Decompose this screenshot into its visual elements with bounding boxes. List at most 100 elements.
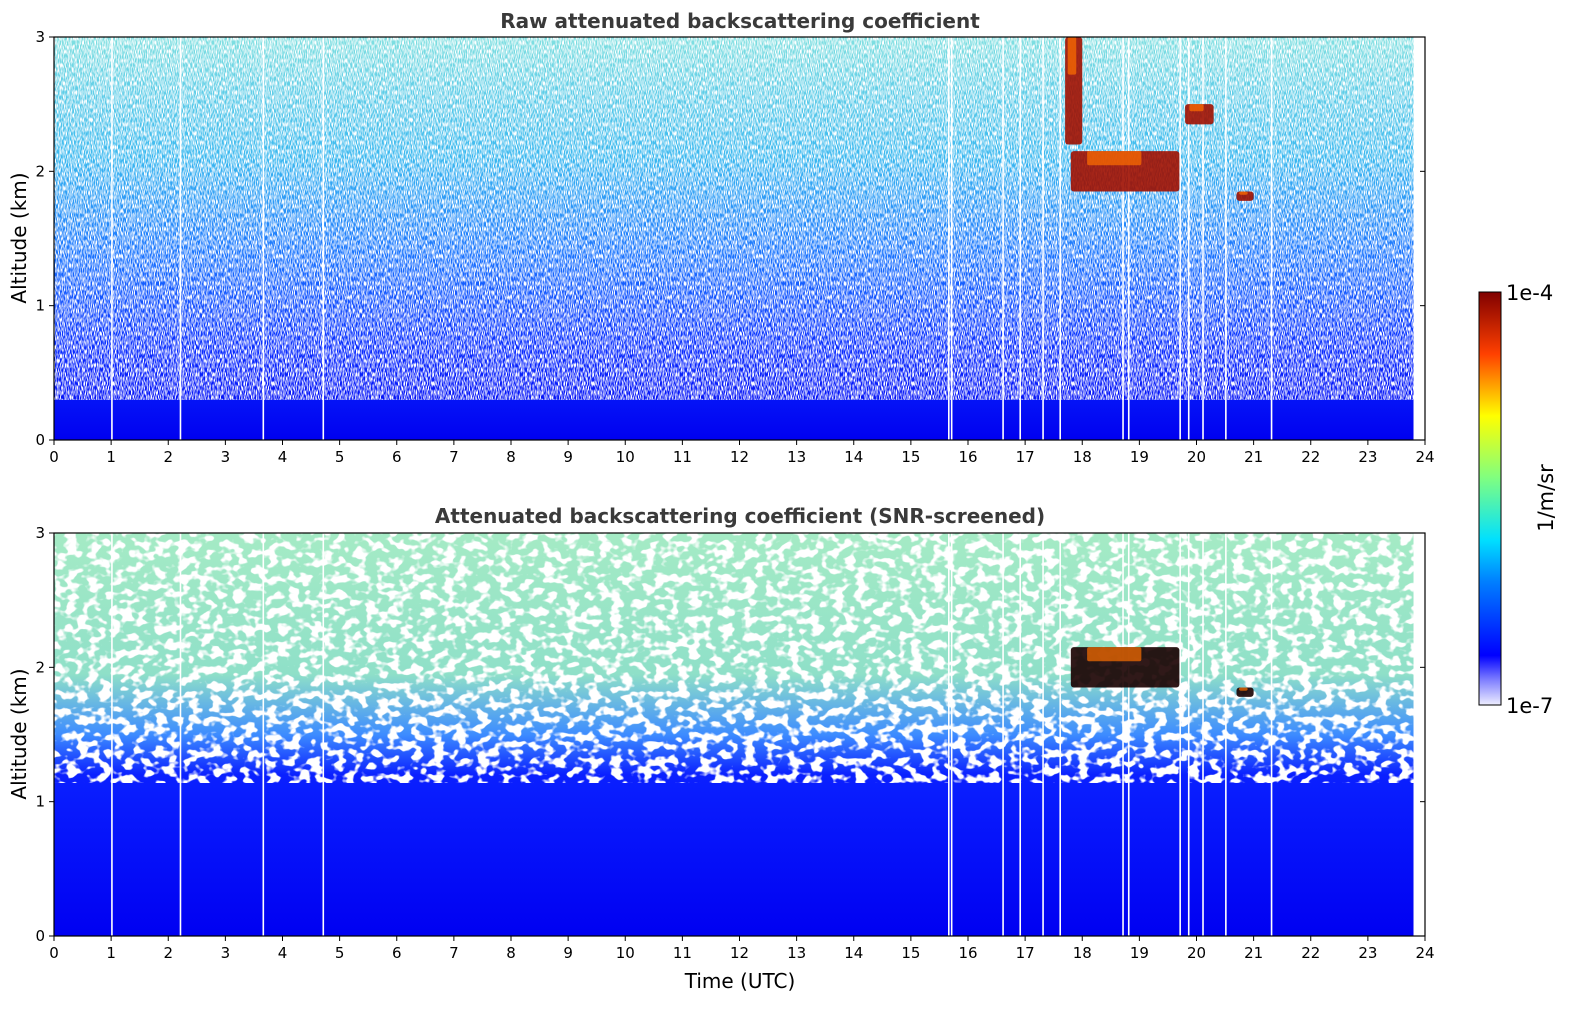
cloud-feature-core xyxy=(1087,647,1142,662)
colorbar-unit-label: 1/m/sr xyxy=(1534,464,1558,532)
x-tick-label: 14 xyxy=(844,944,863,962)
x-tick-label: 5 xyxy=(335,944,345,962)
x-tick-label: 21 xyxy=(1244,944,1263,962)
raw-backscatter-panel: Raw attenuated backscattering coefficien… xyxy=(7,9,1435,466)
raw-panel-title: Raw attenuated backscattering coefficien… xyxy=(500,9,980,33)
x-tick-label: 23 xyxy=(1358,944,1377,962)
x-tick-label: 1 xyxy=(106,944,116,962)
data-gap-streak xyxy=(1019,533,1022,936)
data-gap-streak xyxy=(179,37,182,440)
y-tick-label: 2 xyxy=(35,162,45,180)
data-gap-streak xyxy=(1270,37,1273,440)
x-tick-label: 24 xyxy=(1415,944,1434,962)
x-tick-label: 22 xyxy=(1301,944,1320,962)
colorbar-min-label: 1e-7 xyxy=(1506,694,1553,718)
x-tick-label: 23 xyxy=(1358,448,1377,466)
x-tick-label: 3 xyxy=(221,944,231,962)
screened-y-axis: 0 1 2 3 xyxy=(35,524,1425,945)
data-gap-streak xyxy=(1059,533,1061,936)
x-tick-label: 2 xyxy=(163,448,173,466)
data-gap-streak xyxy=(1179,37,1181,440)
cloud-feature-core xyxy=(1239,687,1248,691)
raw-y-axis-label: Altitude (km) xyxy=(7,172,31,303)
no-data-region xyxy=(1413,533,1425,936)
data-gap-streak xyxy=(1002,37,1004,440)
y-tick-label: 0 xyxy=(35,927,45,945)
x-tick-label: 4 xyxy=(278,944,288,962)
x-tick-label: 15 xyxy=(901,448,920,466)
data-gap-streak xyxy=(1270,533,1273,936)
x-tick-label: 17 xyxy=(1016,944,1035,962)
screened-y-axis-label: Altitude (km) xyxy=(7,668,31,799)
x-tick-label: 21 xyxy=(1244,448,1263,466)
data-gap-streak xyxy=(1202,533,1204,936)
data-gap-streak xyxy=(1127,533,1130,936)
screened-panel-title: Attenuated backscattering coefficient (S… xyxy=(435,504,1045,528)
x-tick-label: 13 xyxy=(787,944,806,962)
x-tick-label: 7 xyxy=(449,944,459,962)
colorbar-max-label: 1e-4 xyxy=(1506,281,1553,305)
data-gap-streak xyxy=(111,37,113,440)
raw-backscatter-heatmap xyxy=(54,37,1425,440)
heatmap-noise xyxy=(54,533,1414,783)
x-tick-label: 18 xyxy=(1073,944,1092,962)
data-gap-streak xyxy=(1127,37,1130,440)
data-gap-streak xyxy=(948,533,950,936)
colorbar-scale xyxy=(1478,291,1502,706)
screened-backscatter-panel: Attenuated backscattering coefficient (S… xyxy=(7,504,1435,993)
data-gap-streak xyxy=(322,37,325,440)
screened-backscatter-heatmap xyxy=(54,533,1425,936)
data-gap-streak xyxy=(1042,533,1044,936)
x-tick-label: 8 xyxy=(506,448,516,466)
data-gap-streak xyxy=(1187,37,1190,440)
data-gap-streak xyxy=(262,533,265,936)
y-tick-label: 1 xyxy=(35,297,45,315)
heatmap-noise xyxy=(54,37,1414,400)
x-tick-label: 12 xyxy=(730,944,749,962)
y-tick-label: 3 xyxy=(35,28,45,46)
x-tick-label: 11 xyxy=(673,944,692,962)
x-tick-label: 19 xyxy=(1130,448,1149,466)
x-tick-label: 0 xyxy=(49,944,59,962)
raw-x-axis: 0 1 2 3 4 5 6 7 8 9 10 11 12 13 14 15 16 17 18 19 20 21 22 23 24 xyxy=(49,440,1435,466)
data-gap-streak xyxy=(1179,533,1181,936)
data-gap-streak xyxy=(948,37,950,440)
x-tick-label: 7 xyxy=(449,448,459,466)
y-tick-label: 1 xyxy=(35,793,45,811)
time-axis-label: Time (UTC) xyxy=(684,969,796,993)
x-tick-label: 22 xyxy=(1301,448,1320,466)
data-gap-streak xyxy=(950,533,953,936)
x-tick-label: 9 xyxy=(563,448,573,466)
colorbar: 1e-4 1e-7 1/m/sr xyxy=(1478,281,1558,718)
data-gap-streak xyxy=(1002,533,1004,936)
data-gap-streak xyxy=(111,533,113,936)
screened-x-axis: 0 1 2 3 4 5 6 7 8 9 10 11 12 13 14 15 16 17 18 19 20 21 22 23 24 xyxy=(49,936,1435,962)
x-tick-label: 12 xyxy=(730,448,749,466)
data-gap-streak xyxy=(262,37,265,440)
x-tick-label: 0 xyxy=(49,448,59,466)
data-gap-streak xyxy=(1225,37,1227,440)
data-gap-streak xyxy=(1122,37,1124,440)
cloud-feature-core xyxy=(1239,191,1248,195)
data-gap-streak xyxy=(1059,37,1061,440)
x-tick-label: 6 xyxy=(392,944,402,962)
x-tick-label: 18 xyxy=(1073,448,1092,466)
x-tick-label: 1 xyxy=(106,448,116,466)
x-tick-label: 3 xyxy=(221,448,231,466)
data-gap-streak xyxy=(322,533,325,936)
x-tick-label: 19 xyxy=(1130,944,1149,962)
y-tick-label: 2 xyxy=(35,658,45,676)
x-tick-label: 13 xyxy=(787,448,806,466)
x-tick-label: 15 xyxy=(901,944,920,962)
x-tick-label: 6 xyxy=(392,448,402,466)
data-gap-streak xyxy=(950,37,953,440)
x-tick-label: 16 xyxy=(958,944,977,962)
x-tick-label: 10 xyxy=(616,448,635,466)
x-tick-label: 20 xyxy=(1187,944,1206,962)
x-tick-label: 20 xyxy=(1187,448,1206,466)
no-data-region xyxy=(1413,37,1425,440)
x-tick-label: 16 xyxy=(958,448,977,466)
data-gap-streak xyxy=(1187,533,1190,936)
x-tick-label: 2 xyxy=(163,944,173,962)
